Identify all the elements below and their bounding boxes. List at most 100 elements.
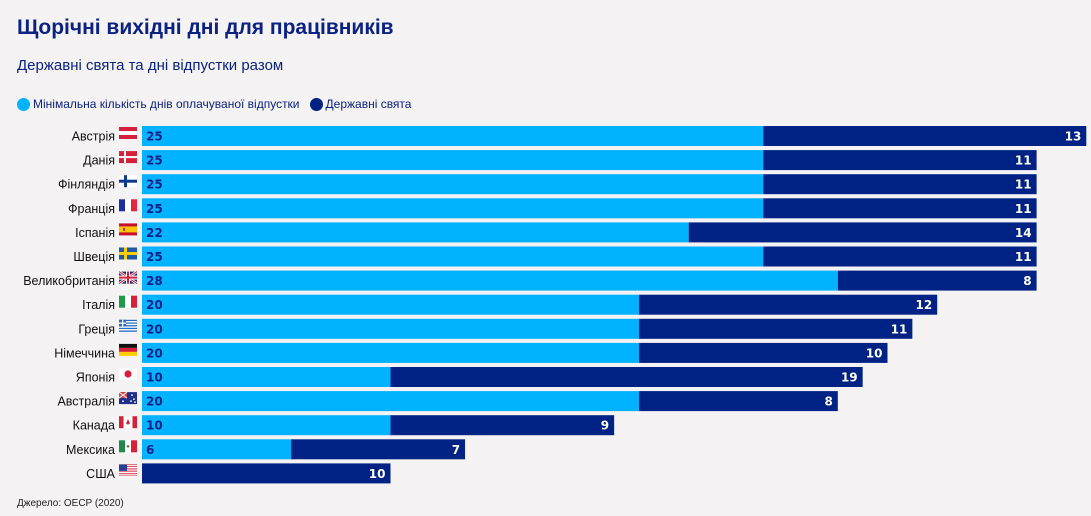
category-label: Мексика <box>66 443 115 457</box>
category-label: Швеція <box>73 250 115 264</box>
bar-row: Греція 20 11 <box>78 318 913 339</box>
category-label: Німеччина <box>54 346 115 360</box>
value-label-holidays: 9 <box>601 419 609 433</box>
bar-holidays <box>639 342 888 363</box>
value-label-vacation: 25 <box>146 130 163 144</box>
flag-it-icon <box>119 295 137 308</box>
chart-subtitle: Державні свята та дні відпустки разом <box>17 57 284 74</box>
value-label-holidays: 8 <box>1023 274 1031 288</box>
bar-row: Японія 10 19 <box>76 367 863 387</box>
bar-row: Великобританія 28 8 <box>23 270 1037 291</box>
category-label: Франція <box>68 202 115 216</box>
bar-holidays <box>763 174 1037 195</box>
category-label: США <box>86 467 115 481</box>
bar-vacation <box>142 318 639 339</box>
bar-holidays <box>763 126 1087 146</box>
category-label: Австралія <box>57 395 115 409</box>
bar-holidays <box>763 198 1037 219</box>
flag-fi-icon <box>119 175 137 188</box>
bar-row: Канада 10 9 <box>73 415 615 436</box>
bar-holidays <box>291 439 466 460</box>
value-label-vacation: 10 <box>146 419 163 433</box>
value-label-vacation: 28 <box>146 274 163 288</box>
category-label: Великобританія <box>23 274 115 288</box>
flag-au-icon <box>118 391 137 405</box>
flag-se-icon <box>119 247 137 260</box>
bar-row: Данія 25 11 <box>83 150 1037 171</box>
category-label: Данія <box>83 154 115 168</box>
bar-row: Німеччина 20 10 <box>54 342 888 363</box>
value-label-holidays: 11 <box>1015 154 1032 168</box>
bar-holidays <box>763 246 1037 267</box>
bar-holidays <box>837 270 1037 291</box>
flag-mx-icon <box>119 440 137 453</box>
bar-holidays <box>142 463 391 484</box>
value-label-holidays: 11 <box>891 322 908 336</box>
value-label-holidays: 11 <box>1015 178 1032 192</box>
bar-holidays <box>688 222 1037 243</box>
value-label-holidays: 10 <box>866 346 883 360</box>
legend-label-holidays: Державні свята <box>325 97 412 111</box>
value-label-vacation: 20 <box>146 298 163 312</box>
value-label-holidays: 11 <box>1015 250 1032 264</box>
bar-holidays <box>639 294 938 315</box>
value-label-vacation: 20 <box>146 346 163 360</box>
bar-vacation <box>142 270 838 291</box>
category-label: Австрія <box>72 130 115 144</box>
flag-es-icon <box>119 223 137 236</box>
legend: Мінімальна кількість днів оплачуваної ві… <box>17 97 421 111</box>
bar-row: США 10 <box>86 463 391 484</box>
bar-row: Фінляндія 25 11 <box>58 174 1037 195</box>
category-label: Фінляндія <box>58 178 115 192</box>
bar-holidays <box>390 415 615 436</box>
value-label-vacation: 10 <box>146 371 163 385</box>
bar-vacation <box>142 342 639 363</box>
source-note: Джерело: OECP (2020) <box>17 498 124 509</box>
legend-label-vacation: Мінімальна кількість днів оплачуваної ві… <box>33 97 300 111</box>
bar-row: Австрія 25 13 <box>72 126 1087 146</box>
bar-vacation <box>142 222 689 243</box>
value-label-holidays: 13 <box>1065 130 1082 144</box>
category-label: Японія <box>76 371 115 385</box>
flag-gb-icon <box>118 270 138 285</box>
value-label-vacation: 25 <box>146 154 163 168</box>
value-label-holidays: 8 <box>824 395 832 409</box>
category-label: Канада <box>73 419 115 433</box>
flag-de-icon <box>119 343 137 356</box>
bar-row: Швеція 25 11 <box>73 246 1037 267</box>
bar-vacation <box>142 126 764 146</box>
chart-title: Щорічні вихідні дні для працівників <box>17 16 394 39</box>
bar-vacation <box>142 391 639 412</box>
legend-item-vacation: Мінімальна кількість днів оплачуваної ві… <box>17 97 300 111</box>
value-label-vacation: 22 <box>146 226 163 240</box>
bar-holidays <box>390 367 863 387</box>
value-label-vacation: 20 <box>146 395 163 409</box>
bar-row: Франція 25 11 <box>68 198 1037 219</box>
value-label-holidays: 19 <box>841 371 858 385</box>
flag-at-icon <box>119 127 137 139</box>
bar-vacation <box>142 198 764 219</box>
value-label-vacation: 25 <box>146 202 163 216</box>
bar-vacation <box>142 174 764 195</box>
flag-gr-icon <box>119 319 137 332</box>
bar-holidays <box>639 318 913 339</box>
value-label-holidays: 14 <box>1015 226 1032 240</box>
category-label: Італія <box>82 298 115 312</box>
bar-row: Італія 20 12 <box>82 294 938 315</box>
value-label-vacation: 6 <box>146 443 154 457</box>
bar-vacation <box>142 439 292 460</box>
value-label-holidays: 10 <box>369 467 386 481</box>
bar-holidays <box>763 150 1037 171</box>
bar-vacation <box>142 367 391 387</box>
value-label-holidays: 11 <box>1015 202 1032 216</box>
value-label-holidays: 7 <box>452 443 460 457</box>
value-label-holidays: 12 <box>915 298 932 312</box>
bar-holidays <box>639 391 838 412</box>
bar-row: Іспанія 22 14 <box>75 222 1037 243</box>
flag-fr-icon <box>119 199 137 212</box>
bar-row: Мексика 6 7 <box>66 439 466 460</box>
category-label: Греція <box>78 322 115 336</box>
flag-jp-icon <box>119 368 137 380</box>
bar-row: Австралія 20 8 <box>57 391 838 412</box>
flag-us-icon <box>119 464 137 477</box>
